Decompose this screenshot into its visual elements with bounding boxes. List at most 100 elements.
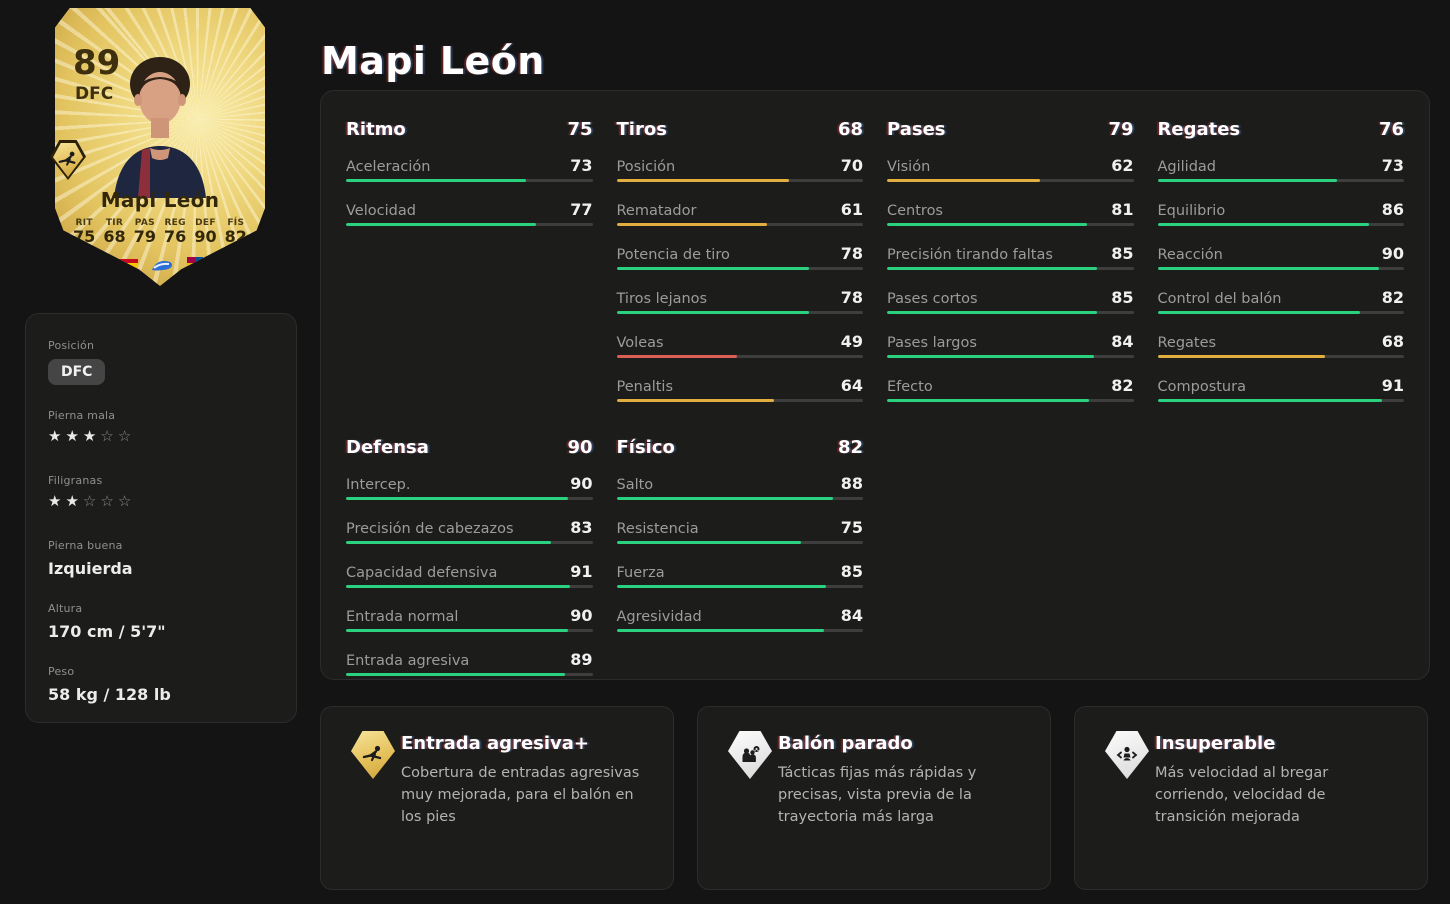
card-stat-label: PAS [134,218,155,228]
stat-label: Posición [616,159,676,175]
section-title: Regates [1157,119,1241,140]
section-title: Defensa [346,437,429,458]
stat-value: 89 [570,650,593,669]
star-icon: ☆ [117,427,136,445]
stat-label: Tiros lejanos [616,291,708,307]
bio-weak-foot: Pierna mala ★★★☆☆ [48,409,274,444]
stat-row: Potencia de tiro 78 [616,242,863,270]
section-items: Aceleración 73 Velocidad 77 [346,154,593,226]
stat-row: Reacción 90 [1157,242,1404,270]
stat-value: 91 [570,562,593,581]
bio-height: Altura 170 cm / 5'7" [48,602,274,641]
stat-bar [346,673,593,676]
stat-row: Resistencia 75 [616,516,863,544]
stat-row: Velocidad 77 [346,198,593,226]
stat-row: Penaltis 64 [616,374,863,402]
card-ministat: FÍS 82 [221,218,251,246]
stat-row: Pases largos 84 [887,330,1134,358]
stat-value: 90 [1381,244,1404,263]
stat-bar [1157,311,1404,314]
stat-bar-fill [616,541,802,544]
star-icon: ☆ [100,427,118,445]
stat-bar [887,267,1134,270]
star-icon: ★ [48,492,66,510]
stat-bar [616,223,863,226]
card-stat-label: TIR [105,218,124,228]
set-piece-icon [728,731,772,779]
stat-section: Defensa 90 Intercep. 90 Precisión de cab… [346,437,593,692]
stat-bar-fill [616,497,834,500]
stat-label: Velocidad [346,203,416,219]
stat-value: 91 [1381,376,1404,395]
stat-value: 86 [1381,200,1404,219]
star-icon: ☆ [117,492,136,510]
stat-row: Control del balón 82 [1157,286,1404,314]
stat-value: 73 [1381,156,1404,175]
stat-label: Reacción [1157,247,1223,263]
card-stat-label: FÍS [227,218,245,228]
skill-moves-label: Filigranas [48,474,103,487]
section-title: Ritmo [346,119,406,140]
stat-bar [346,585,593,588]
stat-row: Aceleración 73 [346,154,593,182]
stat-bar [1157,355,1404,358]
stat-bar-fill [1157,267,1380,270]
stat-value: 84 [1111,332,1134,351]
star-icon: ☆ [100,492,118,510]
stat-value: 85 [1111,244,1134,263]
card-ministat: TIR 68 [99,218,129,246]
stat-label: Intercep. [346,477,411,493]
section-total: 82 [837,437,863,458]
stat-row: Precisión tirando faltas 85 [887,242,1134,270]
stat-section: Físico 82 Salto 88 Resistencia 75 Fuerza… [616,437,863,692]
playstyle-name: Balón parado [778,733,913,754]
stat-row: Agresividad 84 [616,604,863,632]
bio-skill-moves: Filigranas ★★☆☆☆ [48,474,274,509]
stat-bar [887,223,1134,226]
section-total: 68 [837,119,863,140]
preferred-foot-value: Izquierda [48,559,133,578]
stat-value: 82 [1111,376,1134,395]
stat-value: 78 [840,288,863,307]
card-stat-value: 76 [164,227,187,246]
stat-bar-fill [1157,223,1370,226]
stat-bar [1157,179,1404,182]
stat-bar-fill [346,673,566,676]
stat-row: Compostura 91 [1157,374,1404,402]
card-stat-label: RIT [75,218,93,228]
card-stat-label: REG [164,218,186,228]
stat-label: Entrada agresiva [346,653,470,669]
stat-value: 84 [840,606,863,625]
stat-row: Efecto 82 [887,374,1134,402]
card-stat-value: 75 [73,227,96,246]
stats-grid: Ritmo 75 Aceleración 73 Velocidad 77 Tir… [346,119,1404,692]
stat-bar-fill [1157,311,1360,314]
card-stat-value: 79 [133,227,156,246]
card-ministat: RIT 75 [69,218,99,246]
stat-bar-fill [1157,179,1338,182]
section-title: Tiros [616,119,667,140]
bio-position: Posición DFC [48,339,274,385]
height-label: Altura [48,602,83,615]
spain-flag-icon [116,259,138,273]
position-badge: DFC [48,359,106,385]
stat-value: 70 [840,156,863,175]
stat-bar-fill [887,267,1097,270]
stat-bar-fill [616,629,824,632]
stat-row: Tiros lejanos 78 [616,286,863,314]
stats-panel: Ritmo 75 Aceleración 73 Velocidad 77 Tir… [320,90,1430,680]
stat-bar [616,179,863,182]
card-stat-value: 90 [194,227,217,246]
star-icon: ★ [48,427,66,445]
card-ministat: PAS 79 [130,218,160,246]
stat-label: Precisión de cabezazos [346,521,514,537]
card-stat-value: 68 [103,227,126,246]
stat-bar-fill [1157,399,1382,402]
stat-row: Capacidad defensiva 91 [346,560,593,588]
stat-bar-fill [887,399,1090,402]
stat-value: 68 [1381,332,1404,351]
section-total: 75 [567,119,593,140]
stat-bar-fill [346,179,526,182]
stat-value: 81 [1111,200,1134,219]
playstyle-name: Entrada agresiva+ [401,733,589,754]
